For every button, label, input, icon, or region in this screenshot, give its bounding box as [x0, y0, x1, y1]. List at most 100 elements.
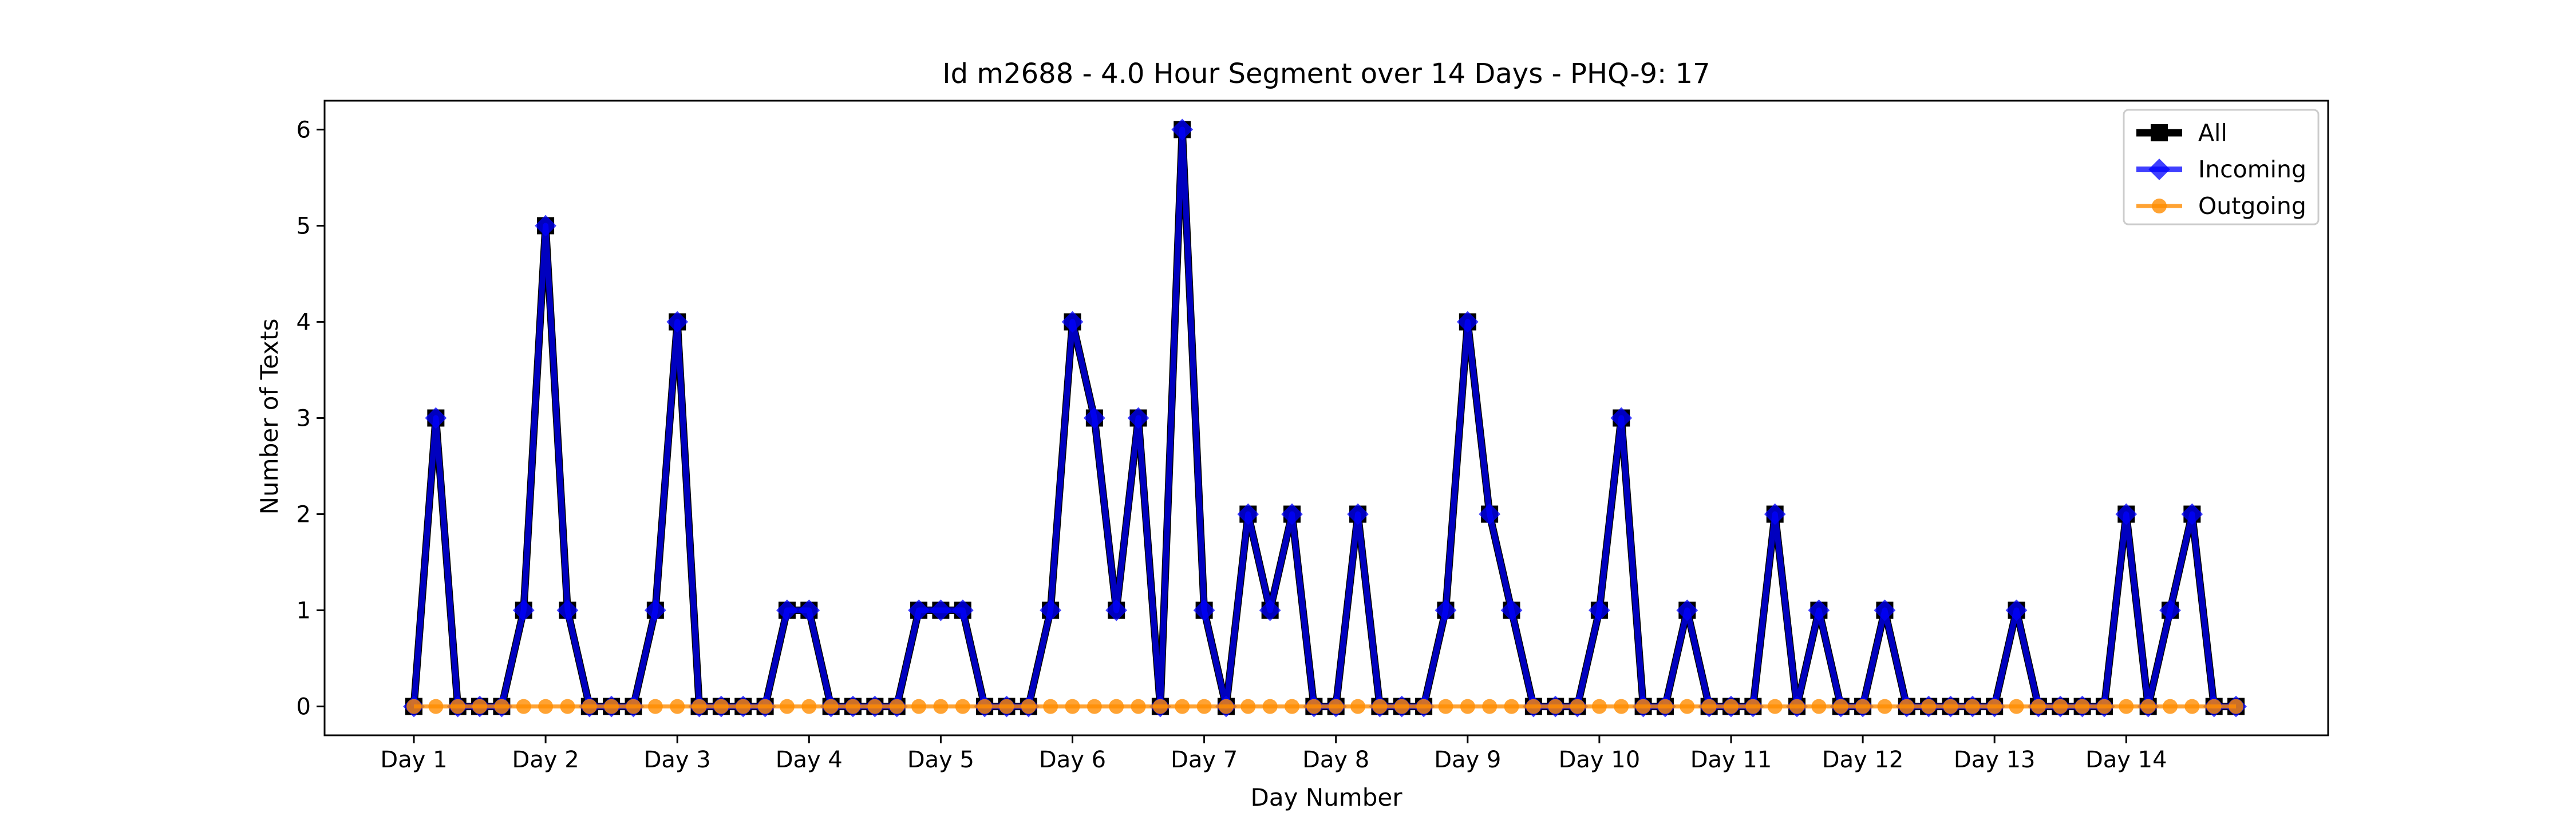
data-point-outgoing [889, 699, 904, 714]
data-point-outgoing [1285, 699, 1299, 714]
data-point-incoming [1061, 311, 1084, 333]
data-point-incoming [1127, 407, 1149, 429]
legend-label: All [2198, 119, 2227, 146]
data-point-outgoing [494, 699, 509, 714]
data-point-incoming [1083, 407, 1105, 429]
data-point-outgoing [1987, 699, 2002, 714]
data-point-outgoing [2163, 699, 2178, 714]
legend-swatch-marker [2151, 124, 2168, 141]
x-tick-label: Day 12 [1822, 747, 1904, 773]
data-point-incoming [1500, 599, 1523, 621]
data-point-outgoing [1438, 699, 1453, 714]
data-point-outgoing [647, 699, 663, 714]
y-tick-label: 5 [297, 213, 311, 239]
x-tick-label: Day 11 [1690, 747, 1772, 773]
data-point-outgoing [1196, 699, 1212, 714]
data-point-outgoing [1833, 699, 1848, 714]
data-point-incoming [425, 407, 447, 429]
data-point-incoming [1193, 599, 1215, 621]
data-point-outgoing [604, 699, 619, 714]
data-point-outgoing [2229, 699, 2244, 714]
x-tick-label: Day 6 [1039, 747, 1106, 773]
legend-label: Outgoing [2198, 192, 2306, 220]
data-point-outgoing [999, 699, 1014, 714]
y-axis-label: Number of Texts [255, 319, 283, 515]
data-point-outgoing [1262, 699, 1278, 714]
data-point-outgoing [779, 699, 795, 714]
data-point-incoming [1764, 503, 1786, 525]
data-point-outgoing [2053, 699, 2068, 714]
data-point-incoming [1589, 599, 1610, 621]
data-point-outgoing [2075, 699, 2090, 714]
data-point-incoming [951, 599, 974, 621]
data-point-outgoing [1109, 699, 1124, 714]
data-point-outgoing [846, 699, 860, 714]
data-point-outgoing [1943, 699, 1958, 714]
plot-frame [323, 100, 2329, 736]
data-point-incoming [1610, 407, 1633, 429]
data-point-outgoing [1767, 699, 1783, 714]
data-point-incoming [2115, 503, 2138, 525]
data-point-outgoing [1328, 699, 1344, 714]
data-point-incoming [2005, 599, 2028, 621]
data-point-incoming [644, 599, 666, 621]
data-point-outgoing [1416, 699, 1432, 714]
data-point-incoming [2181, 503, 2203, 525]
data-point-outgoing [1021, 699, 1036, 714]
data-point-outgoing [1680, 699, 1695, 714]
data-point-incoming [1435, 599, 1457, 621]
x-axis: Day 1 Day 2 Day 3 Day 4 Day 5 Day 6 Day 7 Day 8… [380, 735, 2167, 773]
data-point-outgoing [1218, 699, 1234, 714]
data-point-outgoing [1789, 699, 1805, 714]
data-point-incoming [1105, 599, 1128, 621]
data-point-outgoing [1482, 699, 1498, 714]
data-point-outgoing [2119, 699, 2134, 714]
y-tick-label: 4 [297, 309, 311, 335]
legend-item: All [2136, 119, 2227, 146]
x-tick-label: Day 3 [644, 747, 711, 773]
data-point-outgoing [1570, 699, 1585, 714]
data-point-outgoing [1306, 699, 1322, 714]
data-point-outgoing [1701, 699, 1717, 714]
data-point-outgoing [757, 699, 773, 714]
data-point-outgoing [670, 699, 685, 714]
data-point-outgoing [933, 699, 949, 714]
data-point-incoming [1456, 311, 1479, 333]
data-point-outgoing [582, 699, 597, 714]
data-point-outgoing [1394, 699, 1409, 714]
data-point-outgoing [1745, 699, 1761, 714]
x-tick-label: Day 14 [2085, 747, 2167, 773]
data-point-outgoing [1811, 699, 1827, 714]
data-point-incoming [908, 599, 930, 621]
data-point-incoming [798, 599, 820, 621]
data-point-outgoing [736, 699, 751, 714]
data-point-outgoing [2096, 699, 2112, 714]
y-tick-label: 6 [297, 117, 311, 143]
data-point-incoming [1347, 503, 1369, 525]
x-tick-label: Day 10 [1559, 747, 1641, 773]
y-tick-label: 1 [297, 598, 311, 624]
data-point-incoming [1040, 599, 1062, 621]
data-point-incoming [535, 215, 556, 237]
y-tick-label: 2 [297, 502, 311, 528]
data-point-outgoing [560, 699, 575, 714]
data-point-outgoing [1877, 699, 1893, 714]
legend-box [2123, 109, 2320, 225]
data-point-outgoing [406, 699, 421, 714]
chart-title: Id m2688 - 4.0 Hour Segment over 14 Days… [942, 58, 1710, 90]
data-point-incoming [666, 311, 689, 333]
y-tick-label: 3 [297, 406, 311, 432]
plot-area [403, 118, 2247, 718]
data-point-incoming [930, 599, 952, 621]
data-point-outgoing [1460, 699, 1475, 714]
data-point-outgoing [626, 699, 641, 714]
data-point-outgoing [1175, 699, 1190, 714]
data-point-outgoing [1350, 699, 1366, 714]
data-point-outgoing [1548, 699, 1563, 714]
series-outgoing [406, 699, 2244, 714]
data-point-outgoing [450, 699, 465, 714]
data-point-outgoing [1526, 699, 1541, 714]
data-point-outgoing [1614, 699, 1629, 714]
data-point-incoming [1479, 503, 1501, 525]
data-point-outgoing [1372, 699, 1388, 714]
